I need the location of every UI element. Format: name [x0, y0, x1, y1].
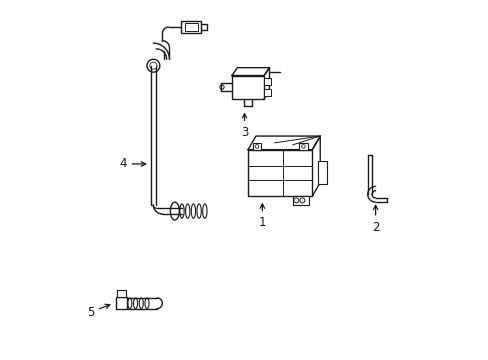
Bar — [115, 297, 127, 310]
Text: 1: 1 — [258, 204, 265, 229]
Bar — [231, 76, 264, 99]
Bar — [247, 150, 312, 196]
Bar — [292, 196, 308, 205]
Bar — [184, 23, 198, 31]
Bar — [264, 89, 270, 96]
Text: 3: 3 — [240, 114, 248, 139]
Text: 4: 4 — [119, 157, 145, 170]
Bar — [181, 21, 201, 33]
Bar — [117, 290, 125, 297]
Bar — [264, 78, 270, 85]
Bar — [318, 161, 326, 184]
Bar — [252, 143, 261, 150]
Text: 5: 5 — [86, 304, 110, 319]
Text: 2: 2 — [371, 205, 379, 234]
Bar — [299, 143, 307, 150]
